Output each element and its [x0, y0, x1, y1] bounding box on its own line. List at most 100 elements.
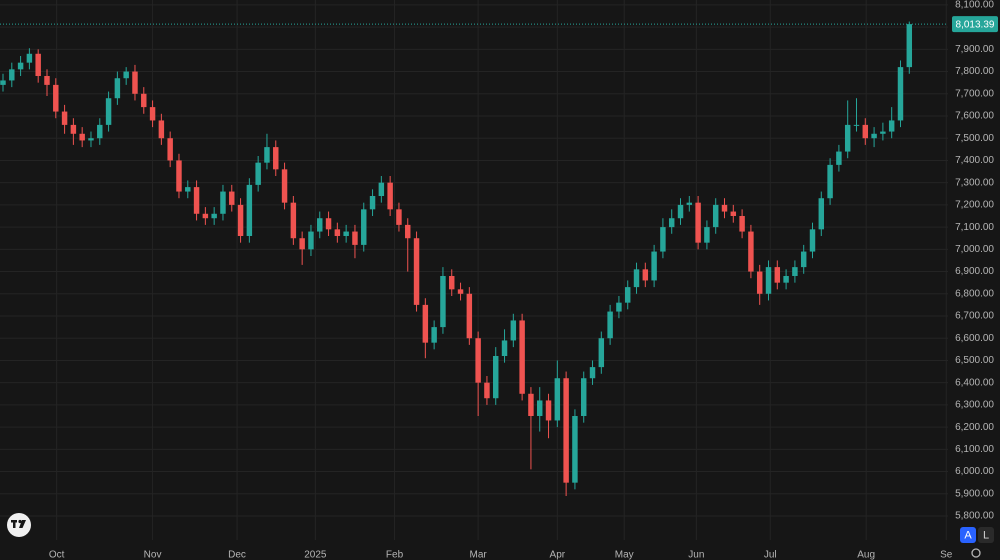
candle-body: [378, 182, 385, 196]
candle-body: [897, 67, 904, 121]
candle-body: [598, 338, 605, 368]
x-tick-label: May: [615, 550, 634, 560]
candle-body: [730, 211, 737, 216]
candle-body: [220, 191, 226, 214]
candle-body: [123, 71, 129, 79]
candle-body: [26, 53, 33, 63]
candle-body: [642, 269, 649, 281]
y-tick-label: 7,700.00: [955, 88, 994, 99]
candle-body: [862, 124, 869, 139]
candle-body: [202, 213, 209, 219]
y-tick-label: 6,800.00: [955, 288, 994, 299]
auto-button-label[interactable]: A: [964, 529, 972, 541]
candle-body: [765, 267, 772, 294]
candle-body: [501, 340, 508, 356]
y-tick-label: 5,800.00: [955, 511, 994, 522]
candle-body: [721, 204, 728, 212]
candle-body: [369, 196, 376, 210]
candle-body: [264, 147, 270, 163]
auto-button[interactable]: [960, 527, 976, 543]
candle-body: [97, 124, 103, 139]
candle-body: [88, 138, 94, 141]
candle-body: [53, 84, 59, 112]
x-tick-label: Jun: [688, 550, 704, 560]
last-price-label: 8,013.39: [956, 19, 995, 30]
candle-body: [114, 78, 121, 99]
candle-body: [211, 213, 217, 219]
candle-body: [528, 393, 534, 416]
candle-body: [554, 378, 561, 421]
candle-body: [440, 276, 446, 328]
candle-body: [818, 198, 825, 230]
y-tick-label: 7,300.00: [955, 177, 994, 188]
candle-body: [712, 204, 719, 228]
candle-body: [422, 304, 429, 343]
candle-body: [537, 400, 543, 416]
y-tick-label: 7,600.00: [955, 111, 994, 122]
x-tick-label: Nov: [144, 550, 162, 560]
candle-body: [343, 231, 349, 236]
logo-shape: [19, 520, 26, 528]
candle-body: [906, 24, 913, 68]
candle-body: [132, 71, 138, 94]
candle-body: [449, 276, 455, 290]
candle-body: [888, 120, 895, 132]
y-tick-label: 7,900.00: [955, 44, 994, 55]
log-button[interactable]: [978, 527, 994, 543]
candle-body: [273, 147, 279, 170]
candle-body: [545, 400, 552, 421]
candle-body: [792, 267, 798, 276]
candle-body: [704, 227, 710, 243]
candle-body: [809, 229, 816, 252]
candle-body: [774, 267, 781, 283]
candle-body: [308, 231, 314, 250]
candle-body: [387, 182, 393, 210]
candle-body: [167, 138, 173, 161]
candle-body: [352, 231, 358, 245]
x-tick-label: Mar: [470, 550, 488, 560]
y-tick-label: 6,400.00: [955, 377, 994, 388]
candle-body: [396, 209, 402, 225]
y-tick-label: 6,000.00: [955, 466, 994, 477]
candle-body: [484, 382, 490, 399]
y-tick-label: 6,700.00: [955, 311, 994, 322]
logo-shape: [13, 520, 16, 528]
candle-body: [844, 124, 851, 152]
y-tick-label: 7,100.00: [955, 222, 994, 233]
y-tick-label: 7,800.00: [955, 66, 994, 77]
candle-body: [229, 191, 235, 205]
candle-body: [748, 231, 754, 272]
x-tick-label: Aug: [857, 550, 875, 560]
y-tick-label: 7,500.00: [955, 133, 994, 144]
candle-body: [17, 62, 24, 70]
candle-body: [193, 187, 200, 214]
x-tick-label: Se: [940, 550, 953, 560]
candle-body: [695, 202, 701, 243]
y-tick-label: 5,900.00: [955, 488, 994, 499]
candle-body: [255, 162, 261, 185]
candle-body: [836, 151, 842, 165]
candle-body: [853, 124, 860, 126]
candle-body: [466, 293, 473, 339]
candle-body: [580, 378, 587, 416]
candle-body: [237, 204, 244, 236]
candle-body: [589, 367, 596, 379]
candle-body: [800, 251, 807, 268]
candle-body: [61, 111, 68, 125]
settings-icon[interactable]: [971, 548, 981, 558]
y-tick-label: 8,100.00: [955, 0, 994, 11]
grid: [0, 0, 948, 540]
log-button-label[interactable]: L: [983, 529, 989, 541]
candle-body: [668, 218, 675, 228]
candle-body: [299, 238, 305, 250]
candle-body: [0, 80, 6, 85]
y-tick-label: 7,200.00: [955, 200, 994, 211]
x-tick-label: 2025: [304, 550, 327, 560]
candle-body: [334, 229, 341, 236]
y-tick-label: 6,600.00: [955, 333, 994, 344]
candle-body: [35, 53, 41, 76]
candle-body: [607, 311, 613, 339]
y-tick-label: 7,000.00: [955, 244, 994, 255]
candle-body: [44, 76, 50, 85]
